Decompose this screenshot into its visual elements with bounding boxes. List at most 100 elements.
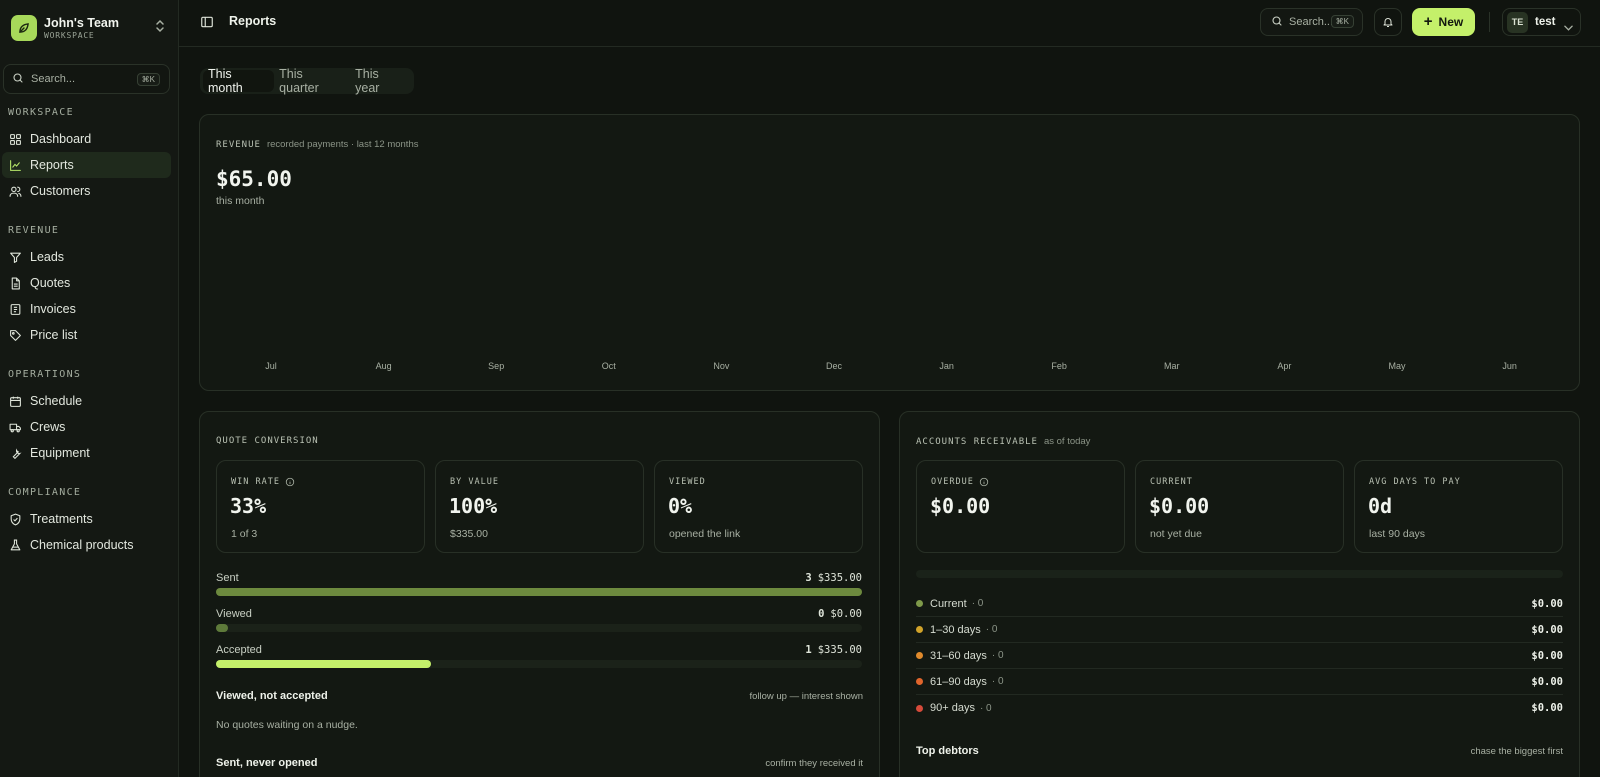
- calendar-icon: [10, 396, 21, 407]
- accounts-receivable-title: ACCOUNTS RECEIVABLE: [916, 437, 1038, 447]
- month-label: Sep: [488, 361, 505, 371]
- sidebar-search[interactable]: Search... ⌘K: [3, 64, 170, 94]
- sidebar-item-quotes[interactable]: Quotes: [2, 270, 171, 296]
- revenue-title: REVENUE: [216, 140, 261, 150]
- avg-days-label: AVG DAYS TO PAY: [1369, 477, 1461, 487]
- funnel-value: 3 $335.00: [805, 572, 862, 584]
- quote-conversion-heading: QUOTE CONVERSION: [216, 436, 319, 446]
- win-rate-sub: 1 of 3: [231, 528, 258, 540]
- sidebar-item-label: Treatments: [30, 512, 93, 526]
- sidebar-item-schedule[interactable]: Schedule: [2, 388, 171, 414]
- wrench-icon: [12, 447, 22, 459]
- section-workspace: WORKSPACE: [8, 107, 74, 118]
- aging-amount: $0.00: [1531, 649, 1563, 662]
- avg-days-stat: AVG DAYS TO PAY 0d last 90 days: [1354, 460, 1563, 553]
- funnel-bar-fill: [216, 624, 228, 632]
- receipt-icon: [10, 303, 21, 315]
- revenue-subheading: recorded payments · last 12 months: [266, 139, 419, 150]
- user-menu[interactable]: TE test: [1502, 8, 1581, 36]
- sidebar-item-label: Equipment: [30, 446, 90, 460]
- search-icon: [12, 72, 24, 87]
- info-icon[interactable]: [979, 477, 989, 487]
- topbar-search-label: Search...: [1289, 16, 1334, 28]
- tab-this-month[interactable]: This month: [203, 67, 275, 95]
- viewed-not-accepted-empty: No quotes waiting on a nudge.: [216, 719, 358, 731]
- sidebar-item-equipment[interactable]: Equipment: [2, 440, 171, 466]
- sidebar-item-label: Leads: [30, 250, 65, 264]
- revenue-heading: REVENUE recorded payments · last 12 month…: [216, 139, 418, 150]
- sidebar-item-chemical-products[interactable]: Chemical products: [2, 532, 171, 558]
- viewed-not-accepted-title: Viewed, not accepted: [216, 690, 328, 702]
- aging-amount: $0.00: [1531, 597, 1563, 610]
- line-chart-icon: [10, 159, 21, 171]
- top-debtors-note: chase the biggest first: [1470, 746, 1563, 757]
- sidebar-item-customers[interactable]: Customers: [2, 178, 171, 204]
- funnel-amount: $335.00: [817, 572, 862, 584]
- status-dot: [916, 626, 923, 633]
- chevron-down-icon: [1564, 19, 1573, 34]
- status-dot: [916, 652, 923, 659]
- divider: [1489, 12, 1490, 32]
- funnel-bar-track: [216, 624, 862, 632]
- month-label: Mar: [1164, 361, 1180, 371]
- win-rate-label: WIN RATE: [231, 477, 280, 487]
- sidebar-item-reports[interactable]: Reports: [2, 152, 171, 178]
- sidebar-toggle-icon[interactable]: [200, 15, 214, 32]
- team-switcher[interactable]: John's Team WORKSPACE: [11, 13, 169, 43]
- viewed-sub: opened the link: [669, 528, 741, 540]
- funnel-amount: $335.00: [817, 644, 862, 656]
- month-label: Jan: [939, 361, 954, 371]
- sidebar: John's Team WORKSPACE Search... ⌘K WORKS…: [0, 0, 179, 777]
- by-value-label: BY VALUE: [450, 477, 499, 487]
- tag-icon: [10, 329, 21, 341]
- notifications-button[interactable]: [1374, 8, 1402, 36]
- sent-never-opened-note: confirm they received it: [765, 758, 863, 769]
- by-value-value: 100%: [449, 494, 498, 518]
- win-rate-value: 33%: [230, 494, 267, 518]
- section-revenue: REVENUE: [8, 225, 60, 236]
- sidebar-item-price-list[interactable]: Price list: [2, 322, 171, 348]
- tab-this-year[interactable]: This year: [355, 67, 380, 95]
- info-icon[interactable]: [285, 477, 295, 487]
- current-label: CURRENT: [1150, 477, 1193, 487]
- sidebar-item-dashboard[interactable]: Dashboard: [2, 126, 171, 152]
- funnel-row: Accepted 1 $335.00: [216, 644, 862, 674]
- funnel-icon: [10, 252, 21, 263]
- funnel-value: 1 $335.00: [805, 644, 862, 656]
- aging-row: 90+ days · 0 $0.00: [916, 695, 1563, 721]
- accounts-receivable-heading: ACCOUNTS RECEIVABLE as of today: [916, 436, 1090, 447]
- aging-count: · 0: [985, 624, 998, 635]
- aging-count: · 0: [991, 676, 1004, 687]
- viewed-label: VIEWED: [669, 477, 706, 487]
- viewed-value: 0%: [668, 494, 693, 518]
- funnel-row: Sent 3 $335.00: [216, 572, 862, 602]
- by-value-sub: $335.00: [450, 528, 488, 540]
- sidebar-item-treatments[interactable]: Treatments: [2, 506, 171, 532]
- avg-days-value: 0d: [1368, 494, 1393, 518]
- sidebar-item-label: Customers: [30, 184, 91, 198]
- sidebar-search-label: Search...: [31, 73, 76, 85]
- aging-row: Current · 0 $0.00: [916, 591, 1563, 617]
- sidebar-item-invoices[interactable]: Invoices: [2, 296, 171, 322]
- aging-count: · 0: [971, 598, 984, 609]
- user-name: test: [1535, 16, 1556, 28]
- period-tabs: This month This quarter This year: [200, 67, 414, 95]
- sidebar-item-crews[interactable]: Crews: [2, 414, 171, 440]
- new-button[interactable]: + New: [1412, 8, 1475, 36]
- aging-label: 31–60 days: [930, 649, 987, 662]
- aging-amount: $0.00: [1531, 675, 1563, 688]
- plus-icon: +: [1423, 13, 1433, 30]
- sidebar-item-label: Schedule: [30, 394, 83, 408]
- funnel-bar-fill: [216, 588, 862, 596]
- quote-conversion-card: QUOTE CONVERSION WIN RATE 33% 1 of 3 BY …: [199, 411, 880, 777]
- topbar-search[interactable]: Search... ⌘K: [1260, 8, 1363, 36]
- tab-this-quarter[interactable]: This quarter: [279, 67, 319, 95]
- users-icon: [9, 186, 22, 197]
- sidebar-item-label: Chemical products: [30, 538, 134, 552]
- funnel-row: Viewed 0 $0.00: [216, 608, 862, 638]
- sidebar-item-leads[interactable]: Leads: [2, 244, 171, 270]
- current-stat: CURRENT $0.00 not yet due: [1135, 460, 1344, 553]
- sidebar-item-label: Dashboard: [30, 132, 92, 146]
- search-shortcut: ⌘K: [136, 73, 160, 86]
- page-title: Reports: [229, 14, 277, 28]
